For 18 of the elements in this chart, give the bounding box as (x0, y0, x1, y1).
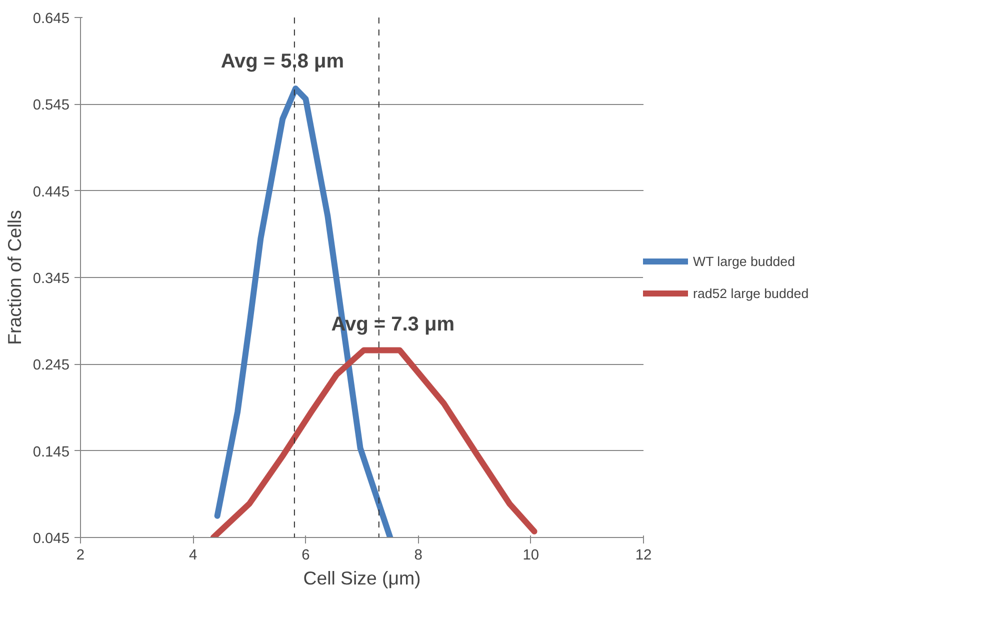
y-tick-label: 0.445 (32, 184, 70, 200)
x-tick-label: 4 (189, 548, 198, 564)
y-tick-label: 0.045 (32, 531, 70, 547)
x-tick-label: 12 (635, 548, 652, 564)
legend-label: WT large budded (693, 254, 795, 268)
x-tick-label: 8 (414, 548, 422, 564)
x-tick-label: 2 (76, 548, 85, 564)
x-tick-label: 10 (522, 548, 540, 564)
y-axis-title: Fraction of Cells (4, 210, 25, 345)
ref-line-label: Avg = 5.8 μm (220, 50, 344, 73)
y-tick-label: 0.645 (32, 11, 70, 27)
y-tick-label: 0.545 (32, 98, 70, 114)
y-tick-label: 0.245 (32, 358, 70, 374)
x-tick-label: 6 (302, 548, 310, 564)
y-tick-label: 0.345 (32, 271, 70, 287)
x-axis-title: Cell Size (μm) (303, 568, 421, 588)
y-tick-label: 0.145 (32, 444, 70, 460)
legend-label: rad52 large budded (693, 286, 809, 300)
